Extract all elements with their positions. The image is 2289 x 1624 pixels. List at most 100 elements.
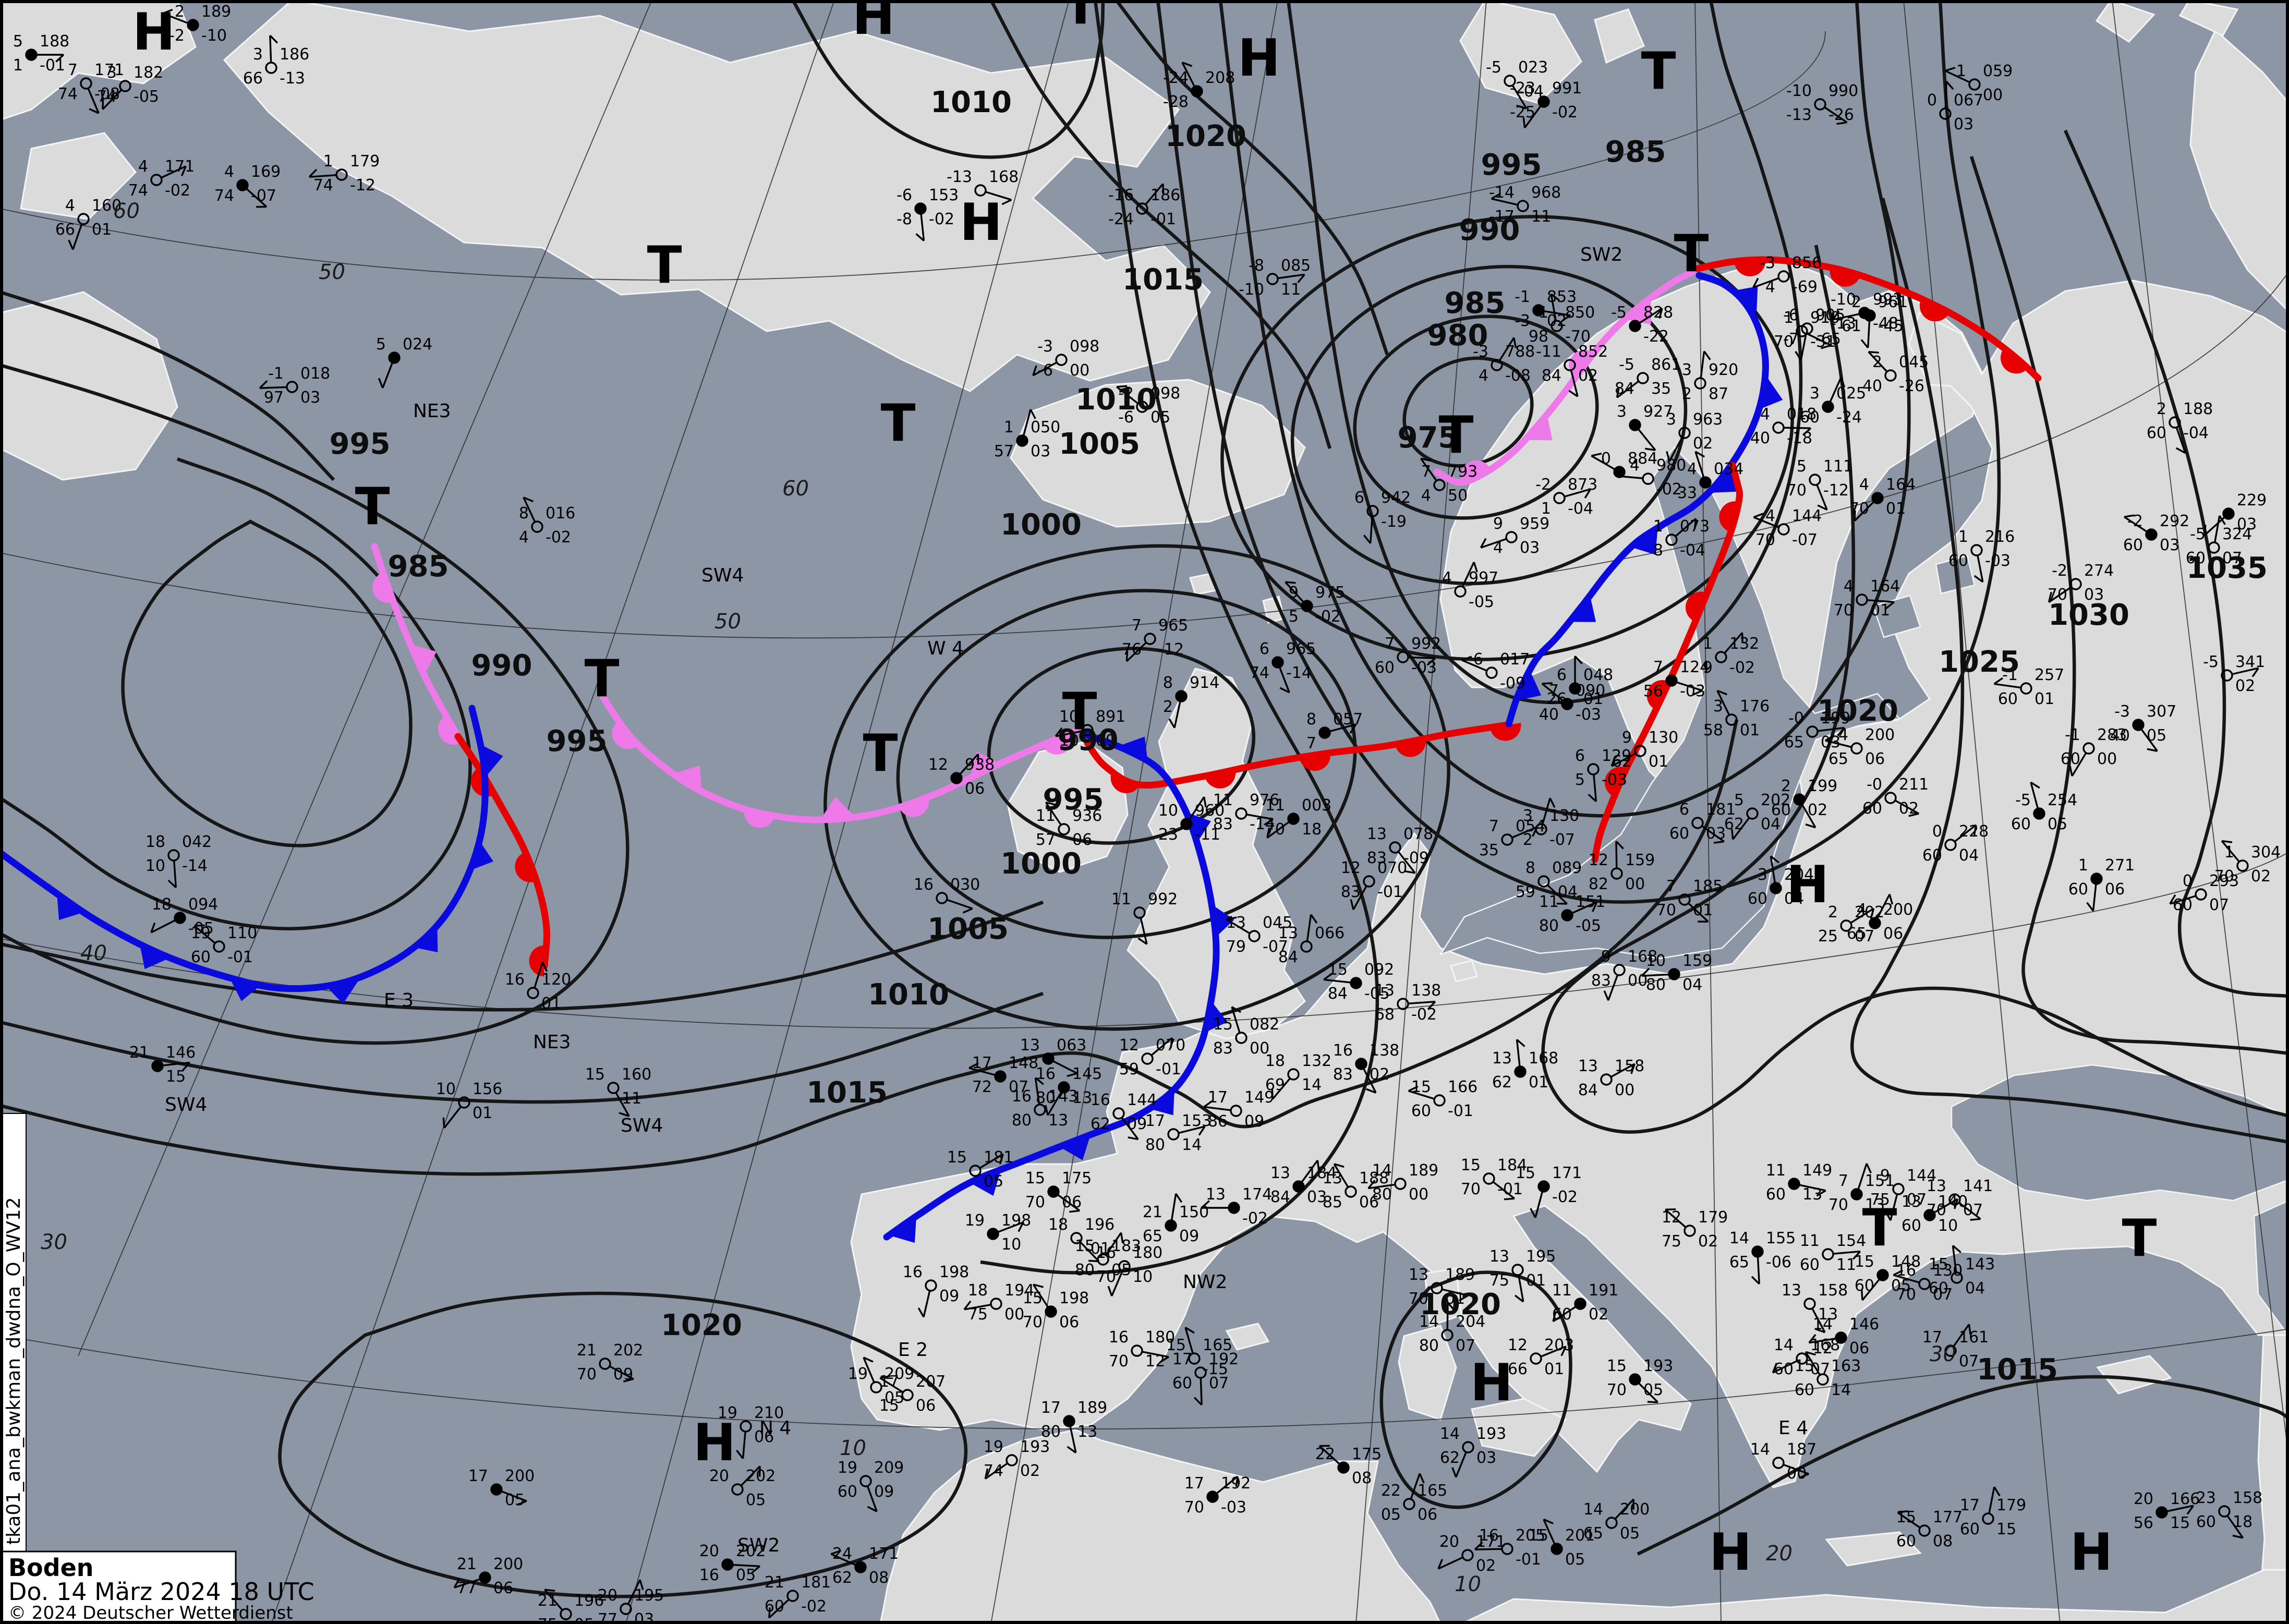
station-circle: [1809, 474, 1821, 486]
station-pressure: 204: [1784, 866, 1814, 884]
station-tendency: 07: [1963, 1201, 1983, 1219]
station-circle: [1777, 523, 1790, 536]
wind-barb: [1547, 884, 1568, 905]
isobar-line: [823, 544, 1450, 1031]
wind-barb-feather: [1952, 1245, 1961, 1253]
station-tendency: -04: [1568, 500, 1593, 518]
station-pressure: 183: [1111, 1237, 1141, 1255]
station-dewpoint: 40: [1750, 429, 1770, 447]
wind-barb: [1271, 1077, 1291, 1100]
isobar-value-label: 1020: [1817, 694, 1898, 728]
wind-barb-feather: [1033, 1283, 1044, 1288]
wind-barb: [1408, 1000, 1435, 1004]
station-tendency: -02: [1552, 1188, 1578, 1206]
station-pressure: 144: [1127, 1091, 1157, 1109]
station-temp: -1: [2002, 666, 2018, 684]
cold-front-marker: [411, 925, 438, 952]
wind-barb: [1854, 501, 1875, 522]
low-center-label: T: [863, 724, 898, 783]
station-tendency: 00: [1787, 1464, 1807, 1483]
station-tendency: 05: [885, 1389, 904, 1407]
wind-barb-feather: [1888, 894, 1894, 905]
cold-front-line: [883, 731, 1220, 1241]
isobar-value-label: 990: [471, 649, 532, 683]
wind-barb: [1410, 1473, 1421, 1500]
station-pressure: 098: [1150, 384, 1180, 403]
station-temp: -8: [1249, 257, 1264, 275]
cold-front-marker: [1059, 1134, 1091, 1160]
station-dewpoint: 66: [1508, 1360, 1528, 1378]
station-dewpoint: 60: [1748, 890, 1767, 908]
station-dewpoint: 70: [1409, 1290, 1428, 1308]
station-circle: [531, 520, 543, 533]
isobar-value-label: 1020: [661, 1308, 742, 1342]
station-tendency: -03: [1221, 1498, 1246, 1517]
station-dewpoint: 57: [994, 442, 1014, 460]
wind-barb: [1804, 1351, 1821, 1376]
station-pressure: 189: [1445, 1266, 1475, 1284]
isobar-line: [0, 457, 472, 930]
station-tendency: -02: [929, 210, 954, 228]
wind-barb-feather: [1349, 724, 1357, 734]
land-franz-josef-1: [2095, 0, 2155, 43]
wind-barb: [1069, 1426, 1077, 1453]
station-circle: [1884, 369, 1897, 382]
wind-barb-feather: [1264, 818, 1274, 826]
warm-front-marker: [1646, 680, 1669, 710]
info-box-background: [0, 1550, 237, 1624]
station-temp: 15: [1023, 1289, 1043, 1307]
cold-front-marker: [1147, 1088, 1174, 1116]
station-pressure: 073: [1680, 517, 1710, 536]
station-circle: [1968, 78, 1981, 91]
station-dewpoint: 76: [1122, 640, 1142, 659]
station-circle: [1530, 1352, 1542, 1365]
wind-barb-feather: [1001, 199, 1012, 205]
station-dewpoint: 70: [1184, 1498, 1204, 1517]
wind-barb: [1246, 814, 1274, 820]
wind-barb-feather: [1893, 1269, 1904, 1276]
station-tendency: -26: [1899, 377, 1924, 395]
station-circle: [1191, 85, 1203, 98]
cold-front-marker: [324, 981, 358, 1004]
station-temp: 13: [1226, 914, 1246, 932]
station-circle: [1835, 1331, 1847, 1344]
station-temp: 7: [1666, 877, 1676, 895]
station-temp: 11: [1111, 890, 1131, 908]
station-plot: 3 927: [1617, 403, 1673, 451]
station-dewpoint: 84: [1615, 380, 1634, 398]
station-dewpoint: 74: [128, 181, 148, 200]
station-temp: 4: [1765, 507, 1775, 525]
station-temp: 4: [138, 157, 148, 176]
station-dewpoint: 80: [1539, 917, 1559, 935]
station-pressure: 188: [40, 32, 69, 51]
station-circle: [1569, 682, 1581, 695]
station-tendency: 01: [1529, 1073, 1548, 1092]
station-dewpoint: 60: [1902, 1217, 1921, 1235]
wind-barb: [2166, 1505, 2194, 1512]
station-temp: 16: [1333, 1041, 1353, 1060]
wind-barb: [1461, 562, 1475, 587]
wind-barb-feather: [999, 1154, 1004, 1165]
land-africa-ne: [1461, 1569, 2289, 1624]
wind-barb-feather: [623, 1378, 634, 1383]
station-circle: [1793, 793, 1806, 806]
warm-front-marker: [2000, 348, 2029, 374]
station-dewpoint: 83: [1367, 849, 1387, 867]
station-circle: [1951, 1271, 1963, 1284]
